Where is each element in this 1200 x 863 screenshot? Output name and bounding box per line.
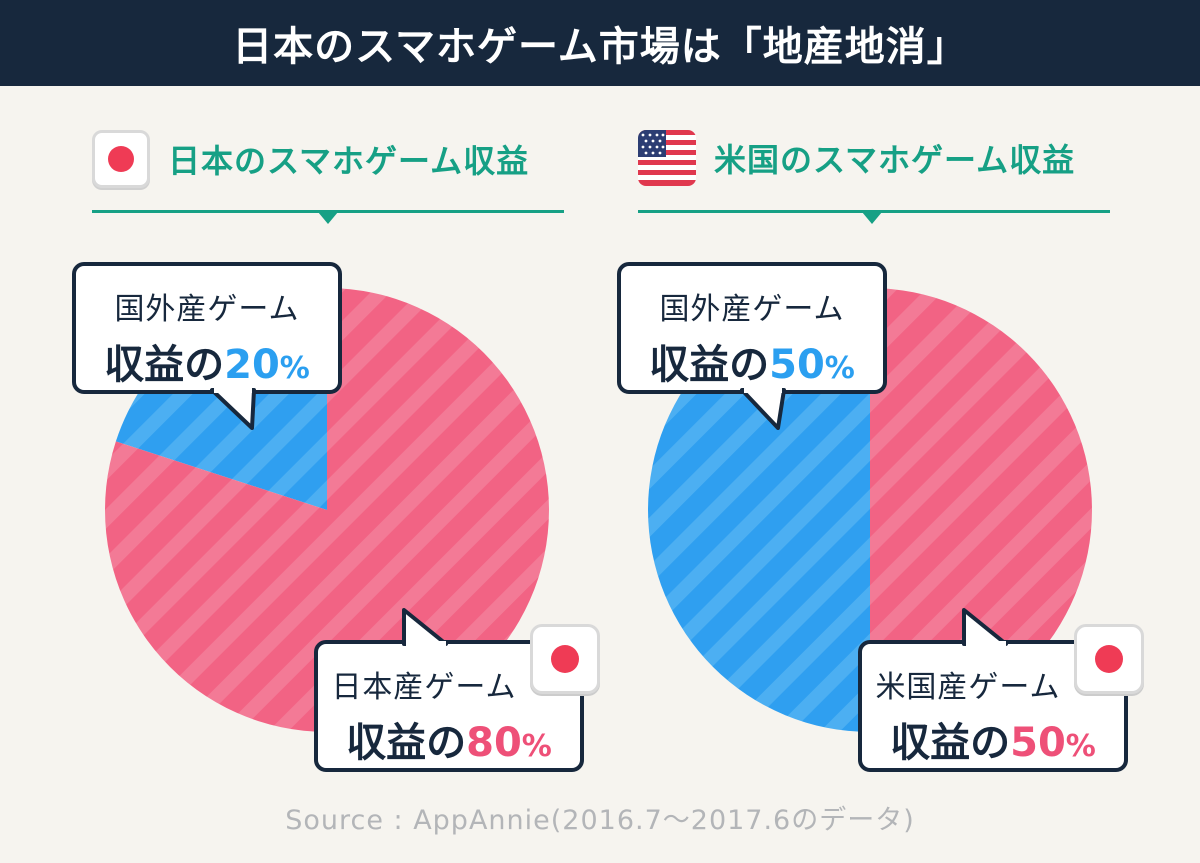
pie-slice-domestic	[104, 288, 549, 732]
callout-prefix: 収益の	[104, 342, 225, 388]
usa-flag-icon	[638, 130, 696, 186]
callout-prefix: 収益の	[346, 720, 467, 766]
callout-label: 日本産ゲーム	[331, 670, 517, 705]
callout-value: 50	[769, 342, 825, 388]
japan-flag-icon	[92, 130, 150, 188]
callout-unit: %	[521, 729, 552, 764]
japan-foreign-callout: 国外産ゲーム 収益の20%	[72, 262, 342, 394]
page-title: 日本のスマホゲーム市場は「地産地消」	[232, 24, 968, 70]
callout-prefix: 収益の	[649, 342, 770, 388]
japan-flag-icon	[530, 624, 600, 694]
usa-chart-header: 米国のスマホゲーム収益	[638, 130, 1075, 186]
callout-label: 国外産ゲーム	[659, 292, 845, 327]
pie-slice-domestic	[870, 288, 1092, 732]
callout-label: 国外産ゲーム	[114, 292, 300, 327]
callout-prefix: 収益の	[890, 720, 1011, 766]
callout-unit: %	[279, 351, 310, 386]
callout-unit: %	[824, 351, 855, 386]
callout-tail	[740, 388, 786, 430]
divider-notch	[862, 212, 882, 224]
callout-value: 80	[466, 720, 522, 766]
pie-slice-foreign	[648, 288, 870, 732]
header-divider	[92, 210, 564, 213]
source-note: Source : AppAnnie(2016.7〜2017.6のデータ)	[285, 805, 915, 836]
japan-panel: 日本のスマホゲーム収益 国外産ゲーム 収益の20% 日本産ゲーム 収益の80%	[0, 86, 600, 806]
callout-value: 20	[224, 342, 280, 388]
japan-flag-icon	[1074, 624, 1144, 694]
callout-tail	[402, 608, 448, 646]
callout-label: 米国産ゲーム	[875, 670, 1061, 705]
title-bar: 日本のスマホゲーム市場は「地産地消」	[0, 0, 1200, 86]
japan-chart-header: 日本のスマホゲーム収益	[92, 130, 529, 188]
header-divider	[638, 210, 1110, 213]
callout-tail	[962, 608, 1008, 646]
usa-panel: 米国のスマホゲーム収益 国外産ゲーム 収益の50% 米国産ゲーム 収益の50%	[600, 86, 1200, 806]
callout-unit: %	[1065, 729, 1096, 764]
callout-value: 50	[1010, 720, 1066, 766]
usa-foreign-callout: 国外産ゲーム 収益の50%	[617, 262, 887, 394]
divider-notch	[318, 212, 338, 224]
callout-tail	[210, 388, 256, 430]
usa-chart-title: 米国のスマホゲーム収益	[714, 141, 1076, 179]
japan-chart-title: 日本のスマホゲーム収益	[168, 142, 530, 180]
usa-pie-chart	[648, 288, 1092, 732]
